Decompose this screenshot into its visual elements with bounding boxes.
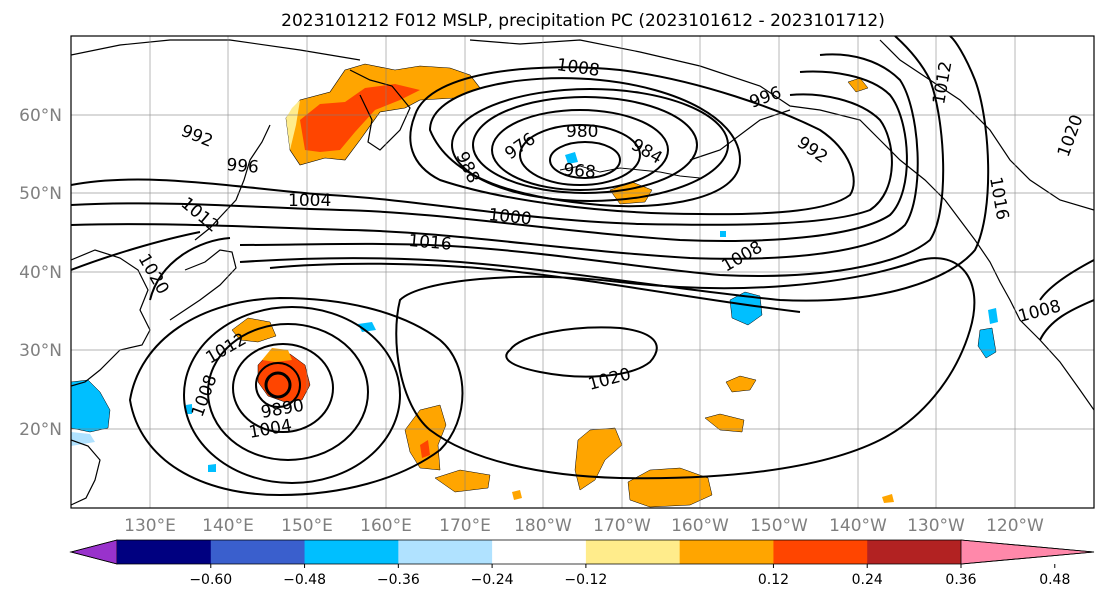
coast-aleutians (559, 165, 701, 179)
precip-area-negative-mid (729, 291, 763, 326)
colorbar-tick-label: −0.60 (189, 572, 232, 588)
isobar-1008-east (1039, 259, 1094, 341)
colorbar-frame (69, 539, 1095, 565)
figure-title: 2023101212 F012 MSLP, precipitation PC (… (281, 11, 885, 31)
isobar-label: 1000 (487, 205, 532, 229)
latitude-labels: 60°N 50°N 40°N 30°N 20°N (19, 106, 62, 440)
coast-asia (71, 39, 361, 387)
isobar-label: 980 (566, 122, 598, 142)
longitude-labels: 130°E 140°E 150°E 160°E 170°E 180°W 170°… (124, 516, 1044, 536)
colorbar-cell (585, 540, 681, 564)
precip-area-negative-small-3 (208, 464, 216, 472)
precip-area-subtropic-2 (434, 469, 491, 493)
lon-label: 130°E (124, 516, 176, 536)
colorbar-cell (492, 540, 587, 564)
lon-label: 170°W (593, 516, 651, 536)
isobar-972 (519, 124, 641, 186)
isobar-980 (472, 96, 698, 194)
isobar-typhoon-3 (232, 343, 334, 433)
lat-label: 30°N (19, 341, 62, 361)
colorbar-tick-label: 0.12 (758, 572, 789, 588)
colorbar-tick-label: −0.12 (564, 572, 607, 588)
isobar-typhoon-5 (183, 306, 401, 484)
colorbar-cell (867, 540, 962, 564)
lat-label: 40°N (19, 263, 62, 283)
lon-label: 140°W (829, 516, 887, 536)
isobar-1008-north (239, 36, 945, 277)
lat-label: 20°N (19, 420, 62, 440)
colorbar-cell (773, 540, 868, 564)
lon-label: 130°W (907, 516, 965, 536)
precip-area-negative-low (565, 152, 578, 164)
isobar-1016 (149, 237, 801, 313)
isobar-typhoon-2 (255, 362, 301, 408)
isobar-typhoon-4 (207, 323, 369, 461)
isobar-label: 1016 (408, 231, 453, 255)
lon-label: 160°W (671, 516, 729, 536)
lat-label: 60°N (19, 106, 62, 126)
isobar-1012 (71, 36, 990, 302)
lon-label: 180°W (514, 516, 572, 536)
colorbar-cell (210, 540, 306, 564)
map-panel: 1008 996 1012 1020 992 996 976 980 984 9… (19, 35, 1095, 536)
precip-area-negative-small-2 (186, 404, 192, 414)
precip-area-negative-east (977, 327, 997, 359)
isobar-968 (549, 141, 621, 179)
colorbar-tick-label: 0.36 (945, 572, 976, 588)
precip-area-subtropic-5 (725, 375, 757, 393)
colorbar-cell (398, 540, 493, 564)
lon-label: 160°E (360, 516, 412, 536)
isobar-1000 (71, 70, 908, 242)
precip-area-okhotsk-yellow (286, 100, 300, 150)
precip-area-okhotsk-core (300, 84, 420, 152)
isobar-label: 1004 (288, 191, 331, 211)
colorbar-extend-max (960, 539, 1095, 565)
colorbar-tick-label: −0.24 (471, 572, 514, 588)
isobar-1004 (71, 53, 919, 260)
colorbar-cell (117, 540, 212, 564)
colorbar-tick-label: 0.24 (852, 572, 883, 588)
isobar-992 (409, 66, 855, 216)
isobar-988 (428, 77, 742, 208)
isobar-976 (491, 109, 669, 191)
precip-area-negative-east-2 (988, 308, 998, 324)
colorbar-ticks: −0.60 −0.48 −0.36 −0.24 −0.12 0.12 0.24 0.36 0.4… (189, 564, 1070, 588)
lon-label: 120°W (986, 516, 1044, 536)
graticule (71, 36, 1094, 508)
precip-area-small-8 (512, 490, 522, 500)
isobar-1012-south (128, 296, 464, 497)
isobar-label: 968 (563, 160, 597, 183)
colorbar-cell (679, 540, 774, 564)
precip-area-negative-small-4 (720, 231, 726, 237)
colorbar-tick-label: 0.48 (1039, 572, 1070, 588)
isobar-typhoon-inner (264, 371, 292, 399)
lon-label: 150°W (750, 516, 808, 536)
precipitation-shading (71, 63, 998, 508)
coast-kamchatka (349, 69, 411, 151)
lon-label: 170°E (439, 516, 491, 536)
isobar-label: 996 (226, 155, 260, 178)
colorbar-tick-label: −0.48 (283, 572, 326, 588)
map-frame (70, 35, 1095, 509)
isobars (71, 36, 1094, 497)
lat-label: 50°N (19, 184, 62, 204)
lon-label: 150°E (281, 516, 333, 536)
colorbar-tick-label: −0.36 (377, 572, 420, 588)
precip-area-subtropic-6 (704, 413, 745, 433)
colorbar-extend-min (69, 539, 118, 565)
precip-area-subtropic-1-core (420, 440, 430, 458)
coast-philippines (71, 439, 101, 506)
colorbar: −0.60 −0.48 −0.36 −0.24 −0.12 0.12 0.24 0.36 0.4… (69, 539, 1095, 588)
isobar-996 (71, 93, 893, 226)
isobar-1020-outer (395, 257, 976, 480)
isobar-984 (451, 88, 729, 202)
isobar-1020 (505, 326, 658, 378)
colorbar-cells (69, 539, 1095, 565)
colorbar-cell (304, 540, 399, 564)
precip-area-typhoon-orange (262, 348, 292, 362)
precip-area-small-9 (882, 494, 894, 503)
lon-label: 140°E (202, 516, 254, 536)
